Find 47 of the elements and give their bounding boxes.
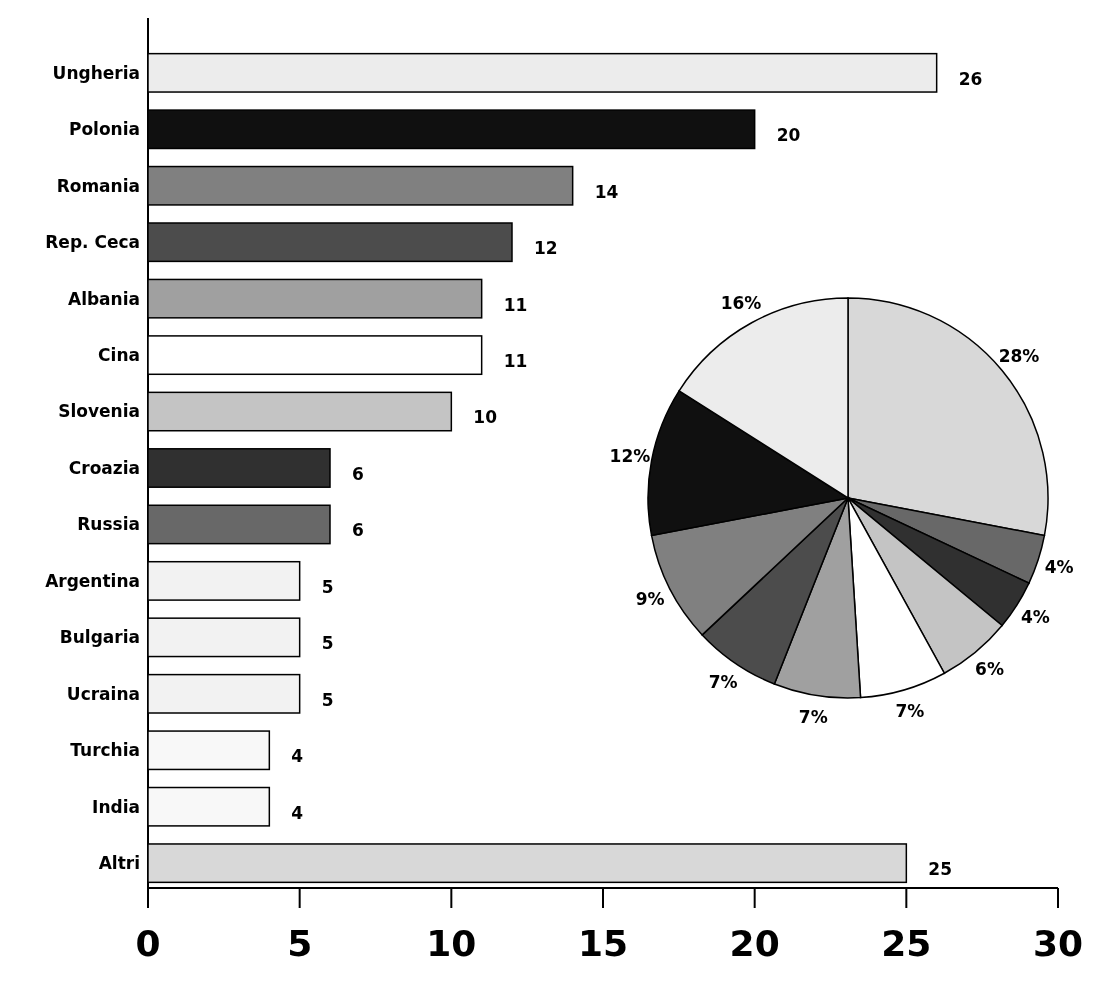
y-tick-label: India	[92, 796, 140, 817]
data-label: 7%	[708, 671, 738, 692]
data-label: 6	[352, 463, 364, 484]
data-label: 11	[503, 351, 528, 372]
y-tick-label: Polonia	[68, 119, 140, 140]
y-tick-label: Altri	[98, 853, 140, 874]
y-tick-label: Cina	[98, 345, 140, 366]
y-tick-label: Romania	[56, 175, 140, 196]
y-tick-label: Argentina	[45, 570, 140, 591]
data-label: 5	[321, 689, 334, 710]
y-tick-label: Rep. Ceca	[45, 232, 140, 253]
x-tick-label: 15	[577, 923, 629, 964]
y-tick-label: Bulgaria	[59, 627, 140, 648]
x-tick-label: 5	[287, 923, 313, 964]
data-label: 12	[534, 238, 558, 259]
y-tick-label: Croazia	[68, 457, 140, 478]
data-label: 11	[503, 294, 528, 315]
data-label: 4	[291, 802, 304, 823]
x-tick-label: 25	[881, 923, 932, 964]
data-label: 10	[473, 407, 498, 428]
data-label: 16%	[720, 293, 762, 314]
x-tick-label: 20	[729, 923, 780, 964]
data-label: 9%	[635, 588, 665, 609]
y-tick-label: Russia	[77, 514, 140, 535]
data-label: 5	[321, 576, 334, 597]
y-tick-label: Slovenia	[58, 401, 140, 422]
data-label: 20	[776, 125, 801, 146]
y-tick-label: Ungheria	[52, 62, 140, 83]
data-label: 7%	[895, 701, 925, 722]
data-label: 4%	[1044, 556, 1074, 577]
data-label: 6%	[975, 659, 1004, 679]
x-tick-label: 30	[1032, 923, 1084, 964]
y-tick-label: Ucraina	[66, 683, 140, 704]
y-tick-label: Albania	[67, 288, 140, 309]
data-label: 12%	[609, 446, 651, 467]
data-label: 28%	[998, 346, 1040, 367]
data-label: 25	[928, 859, 953, 880]
data-label: 14	[594, 181, 619, 202]
data-label: 6	[352, 520, 364, 541]
y-tick-label: Turchia	[70, 740, 140, 761]
data-label: 7%	[798, 707, 828, 728]
data-label: 4%	[1021, 606, 1050, 627]
x-tick-label: 0	[135, 923, 161, 964]
data-label: 5	[321, 633, 334, 654]
x-tick-label: 10	[426, 923, 477, 964]
data-label: 4	[291, 746, 304, 767]
data-label: 26	[958, 68, 983, 89]
